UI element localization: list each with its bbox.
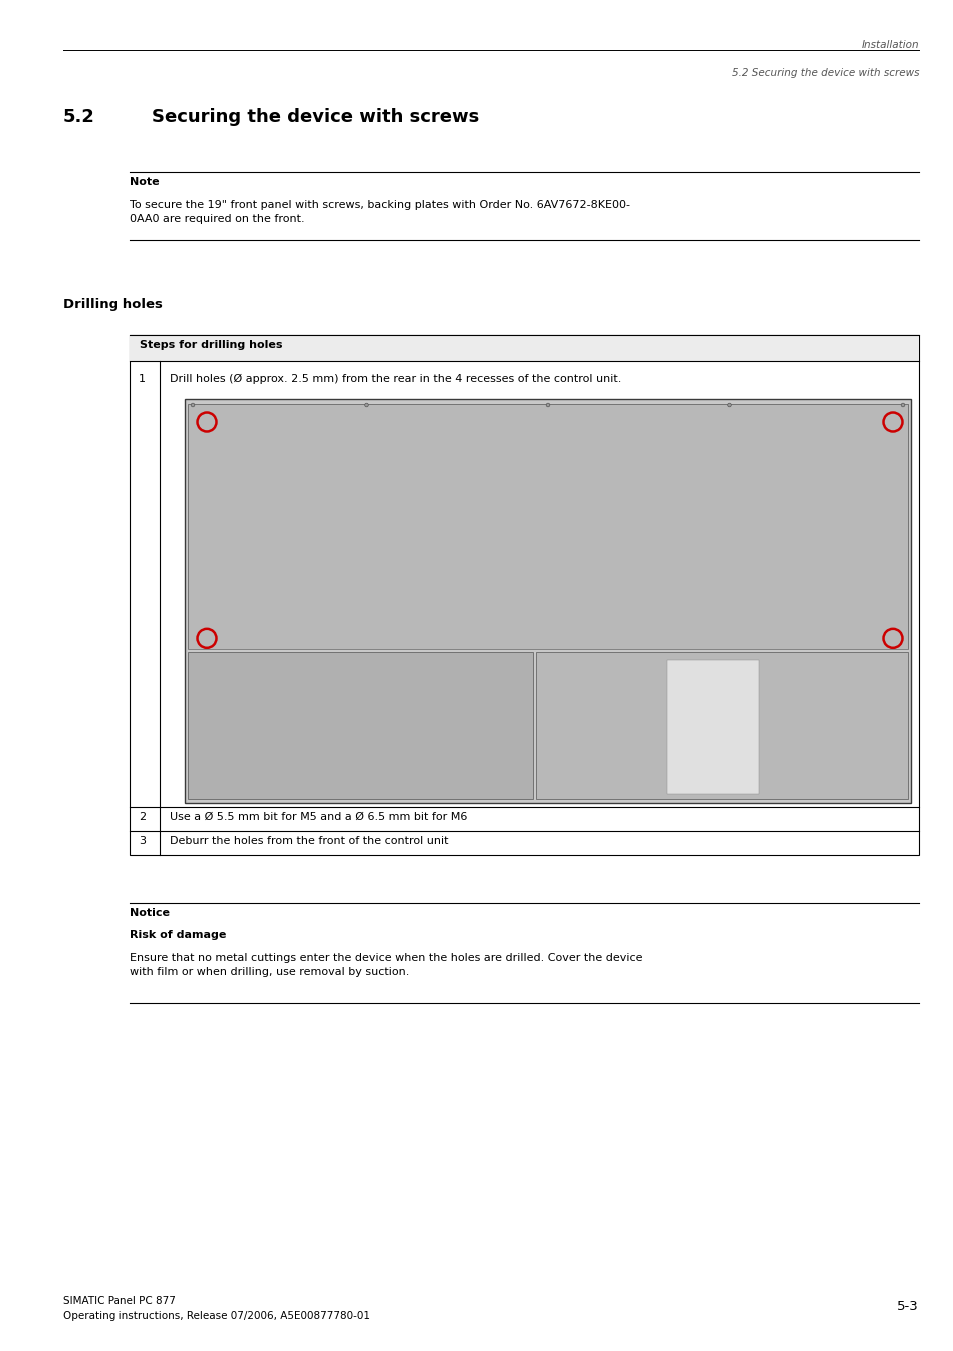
- Text: Notice: Notice: [130, 908, 170, 917]
- Bar: [536, 653, 907, 798]
- Bar: [185, 399, 910, 802]
- Bar: [188, 404, 907, 650]
- Circle shape: [364, 403, 368, 407]
- Circle shape: [191, 403, 194, 407]
- Text: Securing the device with screws: Securing the device with screws: [152, 108, 478, 126]
- Circle shape: [727, 403, 731, 407]
- Text: Operating instructions, Release 07/2006, A5E00877780-01: Operating instructions, Release 07/2006,…: [63, 1310, 370, 1321]
- Text: Steps for drilling holes: Steps for drilling holes: [140, 340, 282, 350]
- Text: Installation: Installation: [861, 39, 918, 50]
- Bar: [188, 653, 533, 798]
- Text: SIMATIC Panel PC 877: SIMATIC Panel PC 877: [63, 1296, 175, 1306]
- Text: 3: 3: [139, 836, 146, 846]
- Text: Note: Note: [130, 177, 159, 186]
- Bar: [130, 335, 918, 855]
- Circle shape: [901, 403, 903, 407]
- Text: 5-3: 5-3: [897, 1301, 918, 1313]
- Text: Drilling holes: Drilling holes: [63, 299, 163, 311]
- Text: 5.2: 5.2: [63, 108, 94, 126]
- Text: 2: 2: [139, 812, 146, 821]
- Circle shape: [546, 403, 549, 407]
- Text: Risk of damage: Risk of damage: [130, 929, 226, 940]
- Text: Ensure that no metal cuttings enter the device when the holes are drilled. Cover: Ensure that no metal cuttings enter the …: [130, 952, 641, 977]
- Bar: [666, 661, 759, 794]
- Text: To secure the 19" front panel with screws, backing plates with Order No. 6AV7672: To secure the 19" front panel with screw…: [130, 200, 629, 224]
- Text: Drill holes (Ø approx. 2.5 mm) from the rear in the 4 recesses of the control un: Drill holes (Ø approx. 2.5 mm) from the …: [170, 374, 620, 384]
- Text: Deburr the holes from the front of the control unit: Deburr the holes from the front of the c…: [170, 836, 448, 846]
- Bar: [130, 335, 918, 361]
- Text: Use a Ø 5.5 mm bit for M5 and a Ø 6.5 mm bit for M6: Use a Ø 5.5 mm bit for M5 and a Ø 6.5 mm…: [170, 812, 467, 821]
- Text: 1: 1: [139, 374, 146, 384]
- Text: 5.2 Securing the device with screws: 5.2 Securing the device with screws: [731, 69, 918, 78]
